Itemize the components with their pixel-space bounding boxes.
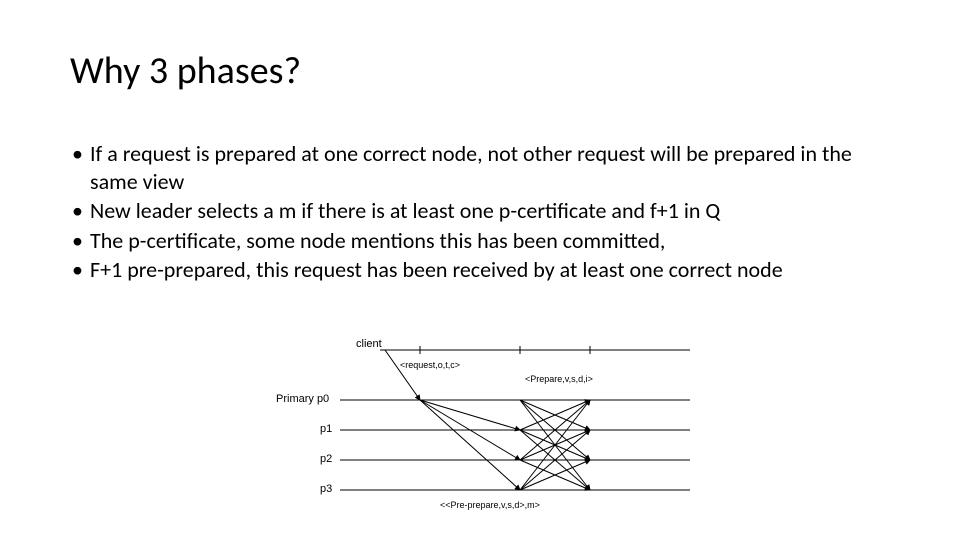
slide-title: Why 3 phases? — [70, 48, 301, 94]
bullet-item: • F+1 pre-prepared, this request has bee… — [72, 256, 892, 284]
bullet-text: If a request is prepared at one correct … — [90, 140, 852, 195]
bullet-text: New leader selects a m if there is at le… — [90, 197, 720, 224]
bullet-dot-icon: • — [72, 256, 83, 284]
bullet-item: • The p-certificate, some node mentions … — [72, 227, 892, 255]
bullet-text: F+1 pre-prepared, this request has been … — [90, 256, 783, 283]
bullet-dot-icon: • — [72, 197, 83, 225]
bullet-item: • New leader selects a m if there is at … — [72, 197, 892, 225]
bullet-item: • If a request is prepared at one correc… — [72, 140, 892, 195]
pbft-diagram: client Primary p0 p1 p2 p3 <request,o,t,… — [270, 340, 690, 520]
bullet-text: The p-certificate, some node mentions th… — [90, 227, 665, 254]
bullet-list: • If a request is prepared at one correc… — [72, 140, 892, 286]
bullet-dot-icon: • — [72, 140, 83, 168]
slide: Why 3 phases? • If a request is prepared… — [0, 0, 960, 540]
bullet-dot-icon: • — [72, 227, 83, 255]
diagram-svg — [270, 340, 690, 520]
